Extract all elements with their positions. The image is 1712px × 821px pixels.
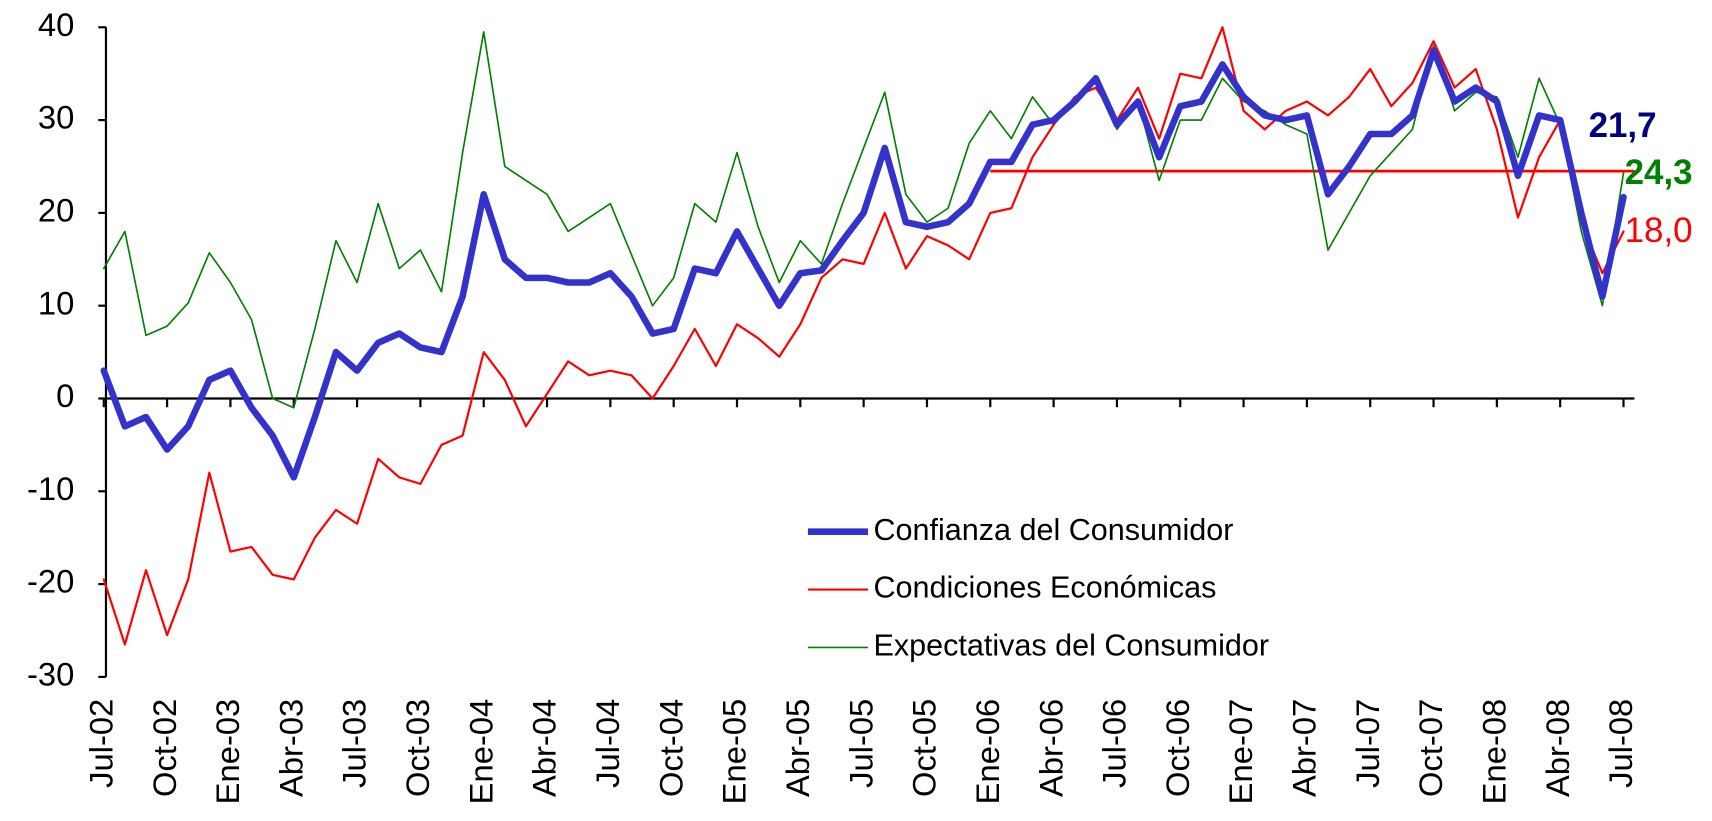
y-tick-label: -20	[27, 563, 74, 600]
x-tick-label: Oct-06	[1159, 699, 1196, 797]
x-tick-label: Ene-06	[969, 699, 1006, 805]
x-tick-label: Ene-03	[209, 699, 246, 805]
x-tick-label: Jul-08	[1602, 699, 1639, 788]
x-tick-label: Abr-06	[1032, 699, 1069, 797]
x-tick-label: Jul-02	[82, 699, 119, 788]
y-tick-label: 40	[38, 6, 74, 43]
y-tick-label: -10	[27, 470, 74, 507]
x-tick-label: Oct-04	[652, 699, 689, 797]
x-tick-label: Abr-04	[526, 699, 563, 797]
x-tick-label: Ene-05	[716, 699, 753, 805]
x-tick-label: Oct-02	[146, 699, 183, 797]
y-tick-label: 10	[38, 284, 74, 321]
x-tick-label: Abr-08	[1539, 699, 1576, 797]
series-line	[100, 47, 1627, 481]
x-tick-label: Ene-07	[1222, 699, 1259, 805]
end-label: 18,0	[1625, 211, 1693, 250]
x-tick-label: Jul-04	[589, 699, 626, 788]
x-tick-label: Jul-07	[1349, 699, 1386, 788]
series-line	[102, 26, 1625, 646]
legend-label: Condiciones Económicas	[873, 571, 1216, 605]
legend-label: Expectativas del Consumidor	[873, 628, 1269, 662]
y-tick-label: 0	[56, 377, 74, 414]
x-tick-label: Abr-03	[272, 699, 309, 797]
x-tick-label: Oct-03	[399, 699, 436, 797]
x-tick-label: Oct-05	[906, 699, 943, 797]
x-tick-label: Jul-06	[1096, 699, 1133, 788]
end-label: 21,7	[1589, 106, 1657, 145]
y-tick-label: 30	[38, 99, 74, 136]
series-line	[102, 31, 1625, 409]
x-tick-label: Jul-05	[842, 699, 879, 788]
x-tick-label: Jul-03	[336, 699, 373, 788]
x-tick-label: Oct-07	[1412, 699, 1449, 797]
y-tick-label: -30	[27, 656, 74, 693]
y-tick-label: 20	[38, 192, 74, 229]
x-tick-label: Abr-07	[1286, 699, 1323, 797]
legend-label: Confianza del Consumidor	[873, 513, 1233, 547]
x-tick-label: Ene-08	[1476, 699, 1513, 805]
x-tick-label: Ene-04	[462, 699, 499, 805]
x-tick-label: Abr-05	[779, 699, 816, 797]
end-label: 24,3	[1625, 153, 1693, 192]
